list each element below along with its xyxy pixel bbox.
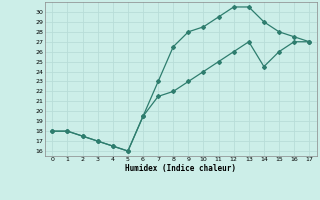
X-axis label: Humidex (Indice chaleur): Humidex (Indice chaleur) bbox=[125, 164, 236, 173]
